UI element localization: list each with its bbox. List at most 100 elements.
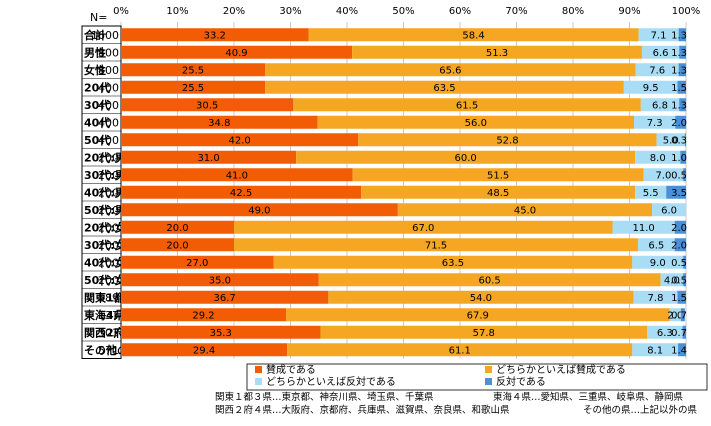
n-value: 200 <box>98 151 119 164</box>
data-label: 6.5 <box>648 240 664 251</box>
bar-segment <box>358 133 657 147</box>
bar-segment <box>677 290 686 304</box>
data-label: 31.0 <box>197 153 219 164</box>
data-label: 63.5 <box>442 258 464 269</box>
x-tick-label: 80% <box>562 6 584 17</box>
data-label: 1.3 <box>671 100 687 111</box>
data-label: 49.0 <box>248 205 270 216</box>
legend-swatch <box>485 366 492 373</box>
data-label: 54.0 <box>470 293 492 304</box>
data-label: 36.7 <box>214 293 236 304</box>
bar-segment <box>678 63 686 77</box>
legend-label: 賛成である <box>266 363 316 376</box>
bar-segment <box>680 308 685 322</box>
bar-segment <box>121 185 362 199</box>
bar-segment <box>121 28 309 42</box>
n-value: 400 <box>98 116 119 129</box>
bar-segment <box>397 203 653 217</box>
x-tick-label: 0% <box>113 6 129 17</box>
bar-segment <box>674 238 686 252</box>
bar-segment <box>634 115 676 129</box>
data-label: 20.0 <box>166 240 188 251</box>
bar-segment <box>656 133 685 147</box>
legend-swatch <box>255 366 262 373</box>
data-label: 35.0 <box>209 275 231 286</box>
bar-segment <box>287 343 633 357</box>
data-label: 56.0 <box>465 118 487 129</box>
bar-segment <box>647 325 683 339</box>
n-value: 200 <box>98 186 119 199</box>
n-value: 1600 <box>91 29 119 42</box>
x-tick-label: 70% <box>505 6 527 17</box>
n-value: 400 <box>98 134 119 147</box>
bar-segment <box>361 185 636 199</box>
n-value: 200 <box>98 204 119 217</box>
x-tick-label: 30% <box>279 6 301 17</box>
bar-segment <box>121 98 294 112</box>
bar-segment <box>121 150 297 164</box>
category-label: 40代 <box>84 115 110 129</box>
bar-segment <box>273 255 633 269</box>
category-label: 東海4県 <box>84 308 125 322</box>
data-label: 5.0 <box>663 135 679 146</box>
data-label: 27.0 <box>186 258 208 269</box>
data-label: 33.2 <box>204 30 226 41</box>
data-label: 0.7 <box>671 328 687 339</box>
bar-segment <box>121 203 398 217</box>
data-label: 30.5 <box>196 100 218 111</box>
n-value: 303 <box>98 326 119 339</box>
bar-segment <box>635 63 679 77</box>
bar-segment <box>121 45 353 59</box>
bar-segment <box>635 185 667 199</box>
note-other: その他の県…上記以外の県 <box>583 404 698 416</box>
data-label: 51.5 <box>487 170 509 181</box>
data-label: 60.0 <box>455 153 477 164</box>
x-tick-label: 60% <box>449 6 471 17</box>
category-label: 20代 <box>84 80 110 94</box>
data-label: 11.0 <box>632 223 654 234</box>
data-label: 7.1 <box>651 30 667 41</box>
bar-segment <box>265 63 636 77</box>
bar-segment <box>352 168 644 182</box>
bar-segment <box>635 150 681 164</box>
bar-segment <box>652 203 686 217</box>
data-label: 0.3 <box>671 135 687 146</box>
legend-swatch <box>255 378 262 385</box>
bar-segment <box>296 150 636 164</box>
data-label: 1.5 <box>671 83 687 94</box>
data-label: 7.0 <box>655 170 671 181</box>
bar-segment <box>683 273 686 287</box>
bar-segment <box>666 185 686 199</box>
data-label: 40.9 <box>225 48 247 59</box>
data-label: 6.0 <box>661 205 677 216</box>
data-label: 2.0 <box>667 310 683 321</box>
note-tokai: 東海４県…愛知県、三重県、岐阜県、静岡県 <box>493 391 684 403</box>
bar-segment <box>632 255 684 269</box>
bar-segment <box>121 238 234 252</box>
legend-label: 反対である <box>496 375 546 388</box>
n-value: 800 <box>98 46 119 59</box>
bar-segment <box>683 255 686 269</box>
bar-segment <box>633 290 678 304</box>
category-label: 50代 <box>84 133 110 147</box>
data-label: 45.0 <box>514 205 536 216</box>
data-label: 57.8 <box>473 328 495 339</box>
bar-segment <box>660 273 684 287</box>
bar-segment <box>121 133 359 147</box>
data-label: 4.0 <box>664 275 680 286</box>
bar-segment <box>320 325 648 339</box>
data-label: 6.8 <box>652 100 668 111</box>
category-table: N=合計1600男性800女性80020代40030代40040代40050代4… <box>81 11 143 359</box>
bar-segment <box>121 308 286 322</box>
data-label: 1.5 <box>671 293 687 304</box>
bar-segment <box>121 343 288 357</box>
data-label: 20.0 <box>166 223 188 234</box>
x-tick-label: 50% <box>392 6 414 17</box>
bar-segment <box>328 290 634 304</box>
data-label: 60.5 <box>479 275 501 286</box>
bar-segment <box>632 343 679 357</box>
n-value: 400 <box>98 81 119 94</box>
data-label: 29.4 <box>193 345 215 356</box>
bar-segment <box>265 80 624 94</box>
